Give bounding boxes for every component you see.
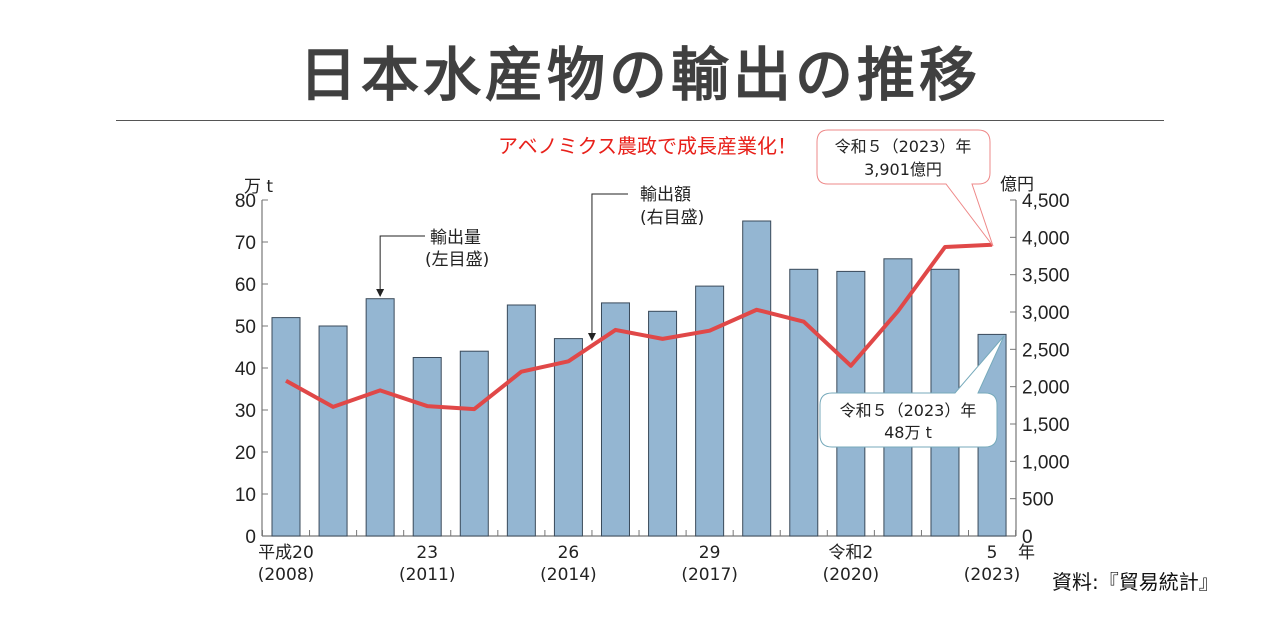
x-tick-sublabel: (2023) <box>964 565 1021 585</box>
x-tick-sublabel: (2017) <box>681 565 738 585</box>
x-tick-sublabel: (2020) <box>823 565 880 585</box>
bar-series-label: 輸出量 <box>430 228 481 248</box>
export-value-line <box>285 242 993 412</box>
right-tick-label: 0 <box>1022 527 1033 548</box>
value-callout-bubble <box>816 129 994 247</box>
left-tick-label: 80 <box>235 191 256 212</box>
chart-title: 日本水産物の輸出の推移 <box>298 41 981 109</box>
right-tick-label: 500 <box>1022 490 1054 511</box>
value-callout-line2: 3,901億円 <box>864 160 942 179</box>
bar-2018 <box>742 220 772 537</box>
left-axis-unit: 万 t <box>244 177 273 197</box>
volume-callout-bubble <box>819 335 1005 448</box>
left-tick-label: 70 <box>235 233 256 254</box>
x-tick-label: 23 <box>416 543 438 563</box>
x-tick-label: 5 <box>987 543 998 563</box>
bar-2011 <box>412 357 442 537</box>
left-tick-label: 40 <box>235 359 256 380</box>
bar-2017 <box>695 285 725 537</box>
right-axis-unit: 億円 <box>1000 175 1034 195</box>
left-tick-label: 30 <box>235 401 256 422</box>
left-tick-label: 50 <box>235 317 256 338</box>
right-tick-label: 3,500 <box>1022 266 1070 287</box>
line-series-pointer <box>591 193 628 340</box>
x-tick-label: 26 <box>558 543 580 563</box>
volume-callout-line2: 48万 t <box>884 423 932 442</box>
source-note: 資料:『貿易統計』 <box>1052 570 1219 594</box>
left-tick-label: 20 <box>235 443 256 464</box>
left-tick-label: 60 <box>235 275 256 296</box>
right-tick-label: 1,000 <box>1022 452 1070 473</box>
bar-2015 <box>600 302 630 537</box>
right-tick-label: 2,500 <box>1022 340 1070 361</box>
volume-callout-line1: 令和５（2023）年 <box>840 401 977 420</box>
x-tick-sublabel: (2011) <box>399 565 456 585</box>
right-tick-label: 3,000 <box>1022 303 1070 324</box>
bar-2014 <box>553 338 583 537</box>
x-tick-label: 平成20 <box>258 543 314 563</box>
headline-annotation: アベノミクス農政で成長産業化！ <box>498 134 797 158</box>
right-tick-label: 1,500 <box>1022 415 1070 436</box>
arrow-icon <box>587 333 596 341</box>
bar-2013 <box>506 304 536 537</box>
bar-2016 <box>648 310 678 537</box>
left-tick-label: 10 <box>235 485 256 506</box>
bar-2010 <box>365 298 395 537</box>
right-tick-label: 2,000 <box>1022 378 1070 399</box>
line-series-label: 輸出額 <box>640 185 691 205</box>
x-tick-sublabel: (2008) <box>258 565 315 585</box>
line-series-sublabel: (右目盛) <box>640 208 704 228</box>
x-tick-label: 29 <box>699 543 721 563</box>
bar-series-pointer <box>379 235 425 296</box>
bar-2009 <box>318 325 348 537</box>
bar-2012 <box>459 350 489 537</box>
value-callout-line1: 令和５（2023）年 <box>835 137 972 156</box>
left-tick-label: 0 <box>245 527 256 548</box>
right-tick-label: 4,000 <box>1022 228 1070 249</box>
bar-2008 <box>271 317 301 537</box>
x-tick-label: 令和2 <box>828 543 873 563</box>
title-divider <box>116 120 1164 121</box>
bar-series-sublabel: (左目盛) <box>425 250 489 270</box>
x-axis-unit: 年 <box>1018 543 1035 563</box>
right-tick-label: 4,500 <box>1022 191 1070 212</box>
bar-2019 <box>789 268 819 537</box>
x-tick-sublabel: (2014) <box>540 565 597 585</box>
arrow-icon <box>376 289 385 297</box>
